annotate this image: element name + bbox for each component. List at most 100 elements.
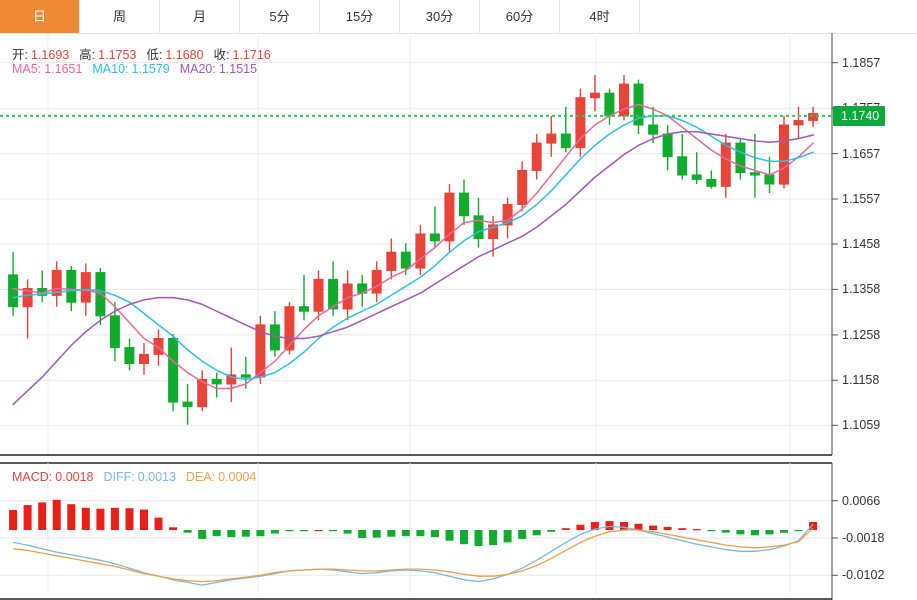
ma-legend: MA5: 1.1651 MA10: 1.1579 MA20: 1.1515 bbox=[12, 62, 260, 76]
candle bbox=[168, 334, 179, 412]
candle bbox=[531, 134, 542, 180]
price-tick-label: 1.1059 bbox=[842, 418, 881, 433]
macd-hist-bar bbox=[125, 508, 134, 530]
candle-body bbox=[124, 347, 135, 365]
candle bbox=[226, 347, 237, 403]
macd-hist-bar bbox=[445, 530, 454, 541]
candle bbox=[662, 125, 673, 171]
tab-2[interactable]: 月 bbox=[160, 0, 240, 33]
candle bbox=[37, 270, 48, 303]
candle-body bbox=[429, 233, 440, 242]
macd-hist-bar bbox=[503, 530, 512, 543]
ma10-value: 1.1579 bbox=[131, 62, 170, 76]
tab-5[interactable]: 30分 bbox=[400, 0, 480, 33]
candle bbox=[473, 197, 484, 248]
macd-hist-bar bbox=[561, 528, 570, 530]
candle-body bbox=[371, 269, 382, 294]
candle bbox=[313, 270, 324, 321]
macd-tick-label: -0.0102 bbox=[842, 568, 885, 583]
price-tick-label: 1.1358 bbox=[842, 282, 881, 297]
close-value: 1.1716 bbox=[232, 48, 271, 62]
tab-3[interactable]: 5分 bbox=[240, 0, 320, 33]
macd-hist-bar bbox=[52, 499, 61, 530]
candle-body bbox=[95, 272, 106, 317]
candle bbox=[677, 134, 688, 180]
candle bbox=[22, 279, 33, 339]
macd-hist-bar bbox=[401, 530, 410, 537]
macd-hist-bar bbox=[285, 530, 294, 532]
candle bbox=[429, 206, 440, 248]
candle-body bbox=[109, 315, 120, 349]
tab-0[interactable]: 日 bbox=[0, 0, 80, 33]
tab-4[interactable]: 15分 bbox=[320, 0, 400, 33]
macd-hist-bar bbox=[329, 530, 338, 532]
macd-hist-bar bbox=[154, 517, 163, 530]
candle-body bbox=[444, 192, 455, 242]
macd-hist-bar bbox=[387, 530, 396, 537]
close-label: 收: bbox=[213, 48, 230, 62]
tab-bar-filler bbox=[640, 0, 917, 33]
price-tick-label: 1.1258 bbox=[842, 327, 881, 342]
price-chart[interactable] bbox=[0, 33, 917, 462]
candle-body bbox=[182, 401, 193, 408]
macd-hist-bar bbox=[212, 530, 221, 537]
candle bbox=[604, 88, 615, 125]
candle bbox=[415, 224, 426, 275]
candle-body bbox=[80, 272, 91, 303]
macd-legend: MACD: 0.0018 DIFF: 0.0013 DEA: 0.0004 bbox=[12, 470, 259, 484]
candle-body bbox=[517, 169, 528, 205]
open-value: 1.1693 bbox=[30, 48, 70, 62]
macd-hist-bar bbox=[707, 530, 716, 532]
tab-7[interactable]: 4时 bbox=[560, 0, 640, 33]
candle-body bbox=[386, 251, 397, 271]
candle-body bbox=[706, 179, 717, 187]
macd-hist-bar bbox=[183, 530, 192, 533]
candle bbox=[328, 261, 339, 316]
candle bbox=[633, 79, 644, 134]
candle-body bbox=[153, 338, 164, 355]
candle-body bbox=[764, 174, 775, 185]
ma10-line bbox=[12, 115, 814, 381]
macd-hist-bar bbox=[460, 530, 468, 545]
period-tab-bar: 日周月 5分 15分 30分 60分 4时 bbox=[0, 0, 917, 34]
candle bbox=[560, 106, 571, 153]
macd-tick-label: -0.0018 bbox=[842, 531, 885, 545]
dea-label: DEA: bbox=[185, 470, 216, 484]
candle-body bbox=[793, 119, 804, 126]
ohlc-legend: 开: 1.1693 高: 1.1753 低: 1.1680 收: 1.1716 bbox=[12, 44, 274, 63]
macd-hist-bar bbox=[198, 530, 207, 539]
candle bbox=[95, 268, 106, 325]
macd-label: MACD: bbox=[12, 470, 53, 484]
candle bbox=[444, 184, 455, 253]
candle-body bbox=[299, 306, 309, 312]
candle-body bbox=[240, 374, 251, 378]
candle bbox=[197, 370, 208, 412]
macd-hist-bar bbox=[518, 530, 527, 539]
current-price-badge: 1.1740 bbox=[833, 105, 886, 126]
candle bbox=[779, 115, 789, 189]
candle-body bbox=[139, 353, 149, 364]
candle-body bbox=[677, 156, 688, 176]
macd-hist-bar bbox=[750, 530, 759, 536]
candle bbox=[51, 261, 62, 307]
candle-body bbox=[197, 378, 208, 408]
tab-6[interactable]: 60分 bbox=[480, 0, 560, 33]
macd-chart[interactable] bbox=[0, 462, 917, 600]
macd-hist-bar bbox=[809, 522, 818, 530]
macd-hist-bar bbox=[270, 530, 279, 534]
tab-1[interactable]: 周 bbox=[80, 0, 160, 33]
macd-hist-bar bbox=[663, 526, 672, 530]
candle bbox=[284, 302, 295, 355]
macd-hist-bar bbox=[692, 529, 701, 531]
candle-body bbox=[168, 338, 179, 403]
macd-hist-bar bbox=[110, 507, 119, 530]
candle bbox=[299, 274, 309, 321]
macd-hist-bar bbox=[227, 530, 236, 538]
macd-hist-bar bbox=[241, 530, 250, 537]
candle bbox=[124, 338, 135, 371]
macd-hist-bar bbox=[343, 530, 352, 534]
price-tick-label: 1.1158 bbox=[842, 373, 880, 388]
macd-hist-bar bbox=[620, 522, 628, 530]
macd-hist-bar bbox=[765, 530, 774, 535]
